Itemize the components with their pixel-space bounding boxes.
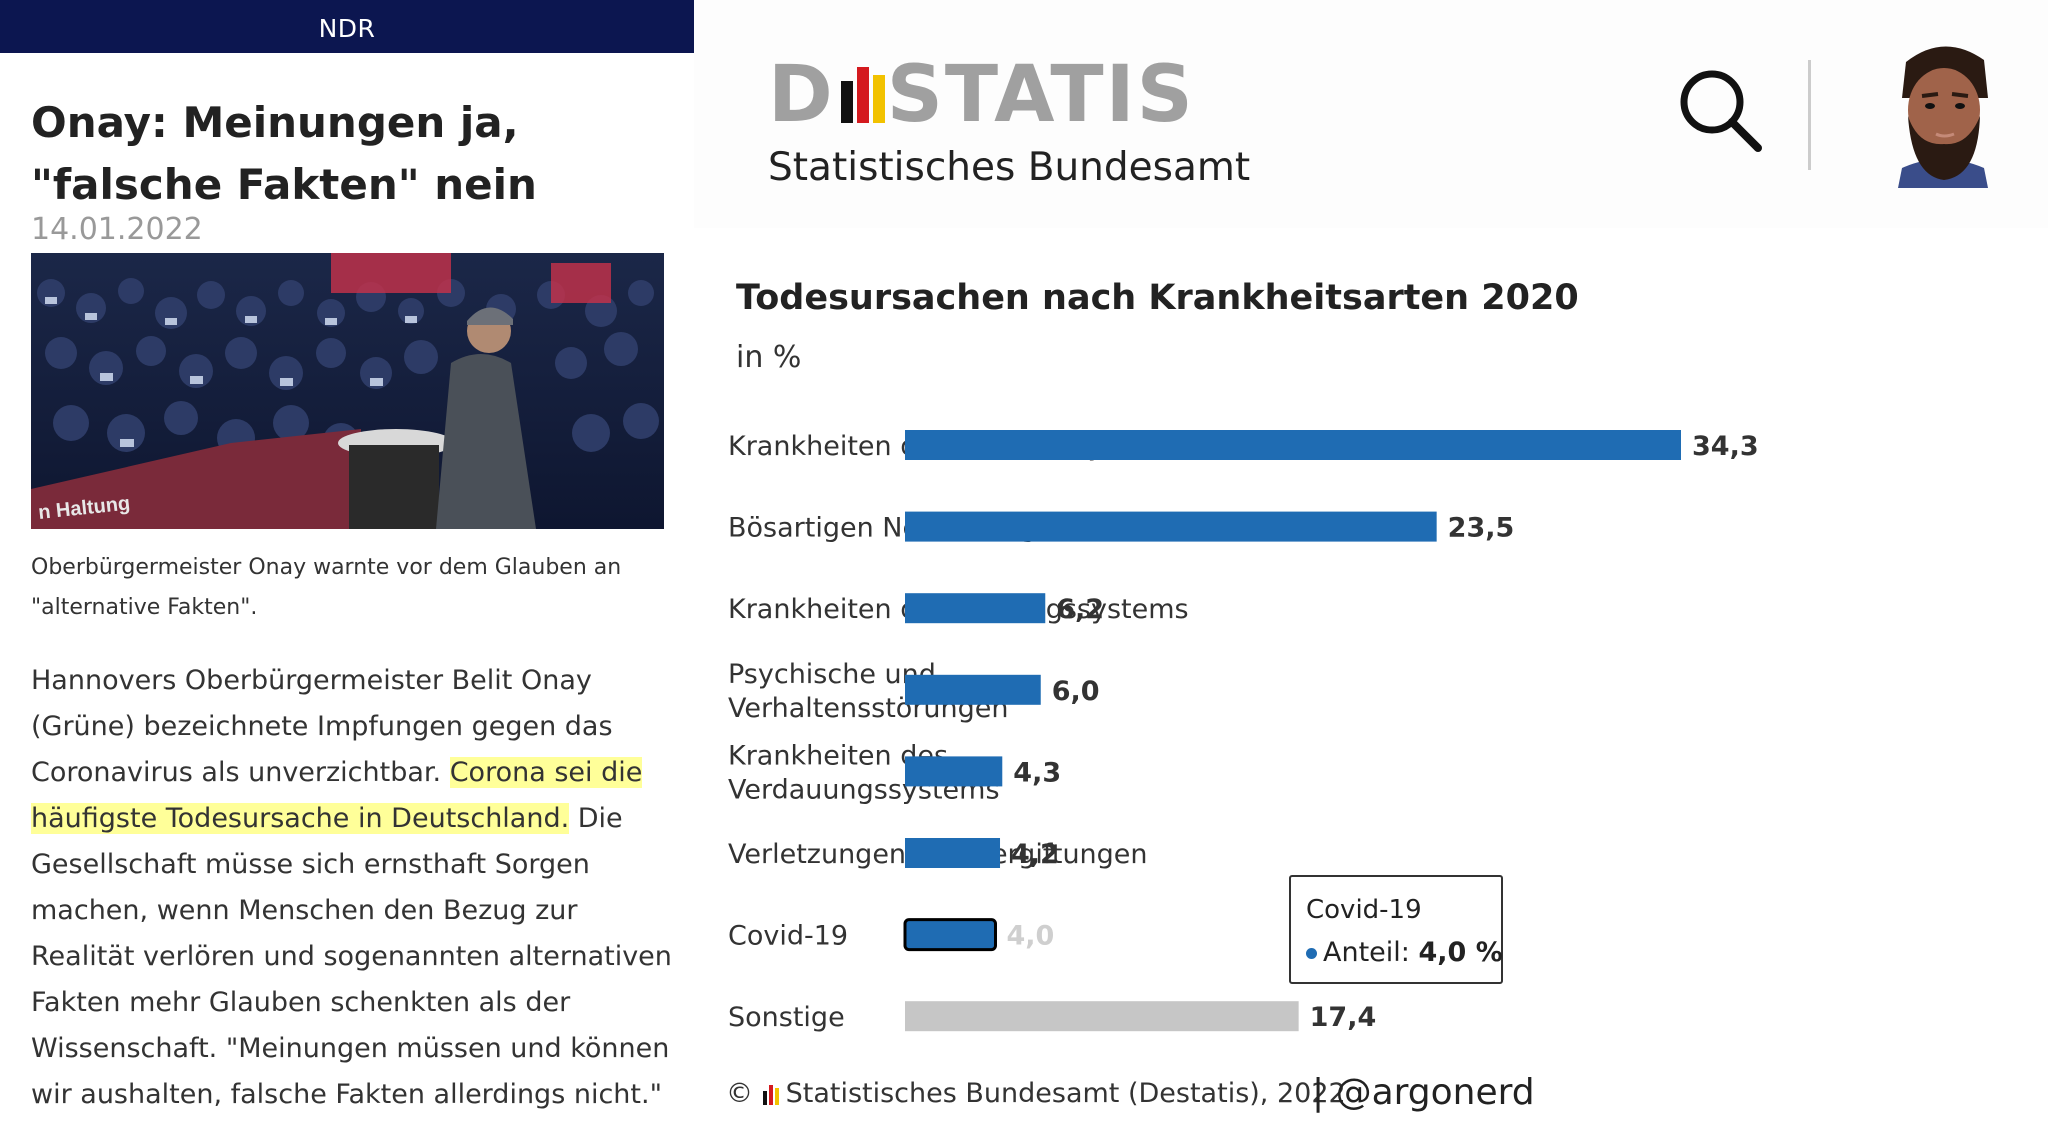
ndr-source-bar[interactable]: NDR <box>0 0 694 53</box>
tooltip-row: Anteil: 4,0 % <box>1306 937 1503 968</box>
bar-chart: Krankheiten des Kreislaufsystems34,3Bösa… <box>728 430 1759 1033</box>
logo-flag-icon <box>835 67 887 125</box>
bar-sonstige[interactable] <box>905 1001 1299 1032</box>
value-label-psychische-und-verhaltensst-rungen: 6,0 <box>1052 676 1100 707</box>
destatis-header <box>694 0 2048 228</box>
article-body-rest: Die Gesellschaft müsse sich ernsthaft So… <box>31 803 672 1110</box>
chart-subtitle: in % <box>736 340 802 375</box>
avatar-illustration <box>1898 46 1988 188</box>
value-label-b-sartigen-neubildungen-krebs: 23,5 <box>1448 513 1515 544</box>
logo-subtitle: Statistisches Bundesamt <box>768 145 1251 190</box>
ndr-source-label: NDR <box>318 14 376 43</box>
logo-text: STATIS <box>886 50 1195 140</box>
photo-caption: Oberbürgermeister Onay warnte vor dem Gl… <box>31 555 622 620</box>
article-date: 14.01.2022 <box>31 212 203 247</box>
bar-covid-19[interactable] <box>903 918 997 952</box>
article-body: Hannovers Oberbürgermeister Belit Onay (… <box>31 658 681 1118</box>
header-divider <box>1808 60 1811 170</box>
bar-krankheiten-des-verdauungssystems[interactable] <box>905 756 1003 787</box>
article-body-intro: Hannovers Oberbürgermeister Belit Onay (… <box>31 665 613 788</box>
ndr-article-panel: NDR Onay: Meinungen ja, "falsche Fakten"… <box>0 0 694 1130</box>
category-label-covid-19: Covid-19 <box>728 921 848 952</box>
chart-footer: © Statistisches Bundesamt (Destatis), 20… <box>726 1078 1346 1109</box>
tooltip-label: Anteil: <box>1323 937 1410 968</box>
article-headline: Onay: Meinungen ja, "falsche Fakten" nei… <box>31 98 537 209</box>
destatis-logo[interactable]: D STATIS Statistisches Bundesamt <box>768 55 1250 190</box>
value-label-krankheiten-des-verdauungssystems: 4,3 <box>1013 757 1061 788</box>
author-credit: | @argonerd <box>1312 1072 1535 1113</box>
bar-krankheiten-des-kreislaufsystems[interactable] <box>905 430 1681 460</box>
bar-psychische-und-verhaltensst-rungen[interactable] <box>905 674 1041 705</box>
bar-b-sartigen-neubildungen-krebs[interactable] <box>905 511 1437 542</box>
chart-tooltip: Covid-19 Anteil: 4,0 % <box>1289 875 1503 984</box>
article-photo: n Haltung <box>31 253 664 529</box>
value-label-krankheiten-des-atmungssystems: 6,2 <box>1056 594 1104 625</box>
value-label-krankheiten-des-kreislaufsystems: 34,3 <box>1692 431 1759 462</box>
bar-verletzungen-und-vergiftungen[interactable] <box>905 838 1001 868</box>
chart-title: Todesursachen nach Krankheitsarten 2020 <box>736 278 1579 318</box>
chart-source[interactable]: Statistisches Bundesamt (Destatis), 2022 <box>785 1078 1346 1109</box>
bar-krankheiten-des-atmungssystems[interactable] <box>905 593 1046 624</box>
destatis-panel: D STATIS Statistisches Bundesamt Todesurs… <box>694 0 2048 1130</box>
logo-wordmark: D STATIS <box>768 50 1195 140</box>
tooltip-series-dot <box>1306 948 1317 959</box>
tooltip-value: 4,0 % <box>1418 937 1503 968</box>
category-label-psychische-und-verhaltensst-rungen: Psychische und Verhaltensstörungen <box>728 659 1009 724</box>
value-label-sonstige: 17,4 <box>1310 1002 1377 1033</box>
value-label-covid-19: 4,0 <box>1006 921 1054 952</box>
tooltip-title: Covid-19 <box>1306 895 1422 925</box>
value-label-verletzungen-und-vergiftungen: 4,2 <box>1011 839 1059 870</box>
category-label-sonstige: Sonstige <box>728 1002 845 1033</box>
copyright-symbol: © <box>726 1078 753 1109</box>
destatis-flag-icon <box>762 1084 780 1105</box>
search-icon[interactable] <box>1674 64 1764 154</box>
